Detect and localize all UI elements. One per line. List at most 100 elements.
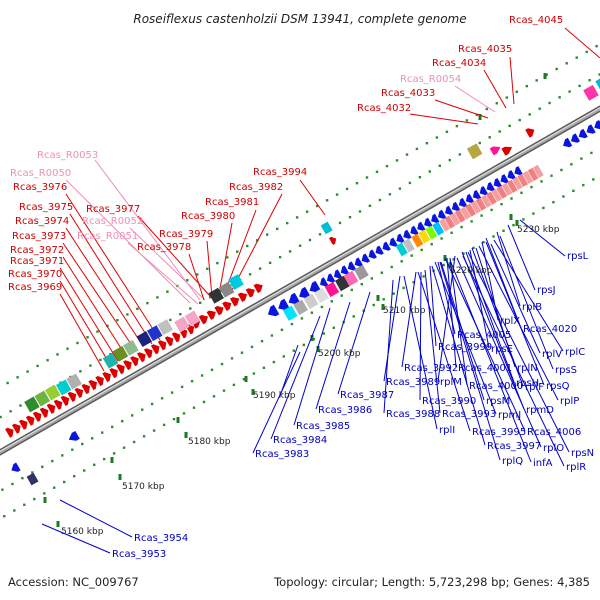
- leader-line: [59, 499, 133, 538]
- gene-label: rpmD: [526, 405, 554, 416]
- tick-label: 5180 kbp: [188, 437, 231, 447]
- gene-arrow: [431, 213, 440, 223]
- gene-block: [136, 331, 152, 347]
- gene-arrow: [389, 237, 398, 247]
- gene-label: Rcas_3970: [8, 269, 62, 280]
- gene-arrow: [361, 253, 370, 263]
- major-tick: [376, 295, 380, 301]
- leader-line: [419, 271, 422, 401]
- gene-arrow: [424, 217, 433, 227]
- gene-label: Rcas_4035: [458, 44, 512, 55]
- tick-dot-tracks: [0, 45, 600, 527]
- tick-dot: [498, 130, 501, 133]
- tick-dot: [53, 486, 56, 489]
- tick-dot: [246, 244, 249, 248]
- gene-label: Rcas_3992: [404, 363, 458, 374]
- tick-dot: [122, 446, 126, 449]
- gene-block: [282, 305, 298, 321]
- tick-dot: [405, 153, 409, 156]
- tick-dot: [380, 271, 383, 274]
- gene-label: Rcas_3983: [255, 449, 309, 460]
- tick-dot: [360, 283, 363, 286]
- tick-dot: [482, 241, 485, 244]
- gene-arrow: [563, 137, 573, 148]
- map-title: Roseiflexus castenholzii DSM 13941, comp…: [133, 12, 466, 26]
- gene-block: [320, 221, 333, 235]
- tick-dot: [252, 372, 256, 375]
- leader-line: [252, 351, 301, 454]
- gene-arrow: [25, 415, 35, 426]
- leader-line: [315, 301, 351, 410]
- gene-label: Rcas_3982: [229, 182, 283, 193]
- gene-block: [184, 310, 201, 327]
- tick-dot: [142, 435, 146, 438]
- tick-dot: [365, 176, 369, 179]
- gene-label: infA: [533, 458, 553, 469]
- gene-arrow: [130, 356, 139, 367]
- leader-line: [499, 235, 554, 370]
- accession-text: Accession: NC_009767: [8, 575, 139, 589]
- tick-dot: [410, 254, 413, 257]
- tick-dot: [388, 193, 392, 196]
- leader-line: [279, 344, 299, 397]
- tick-dot: [470, 220, 473, 223]
- tick-dot: [76, 341, 79, 345]
- leader-line: [62, 242, 136, 351]
- gene-arrow: [12, 423, 21, 434]
- gene-block: [324, 281, 340, 298]
- gene-block: [123, 340, 139, 356]
- tick-dot: [16, 376, 19, 379]
- tick-dot: [540, 180, 543, 183]
- tick-dot: [442, 263, 445, 267]
- tick-dot: [570, 163, 573, 166]
- tick-dot: [270, 334, 274, 337]
- gene-arrow: [417, 221, 426, 231]
- tick-dot: [192, 406, 196, 409]
- tick-dot: [36, 364, 39, 368]
- gene-label: Rcas_3984: [273, 435, 327, 446]
- gene-arrow: [403, 229, 412, 239]
- gene-arrow: [109, 368, 118, 379]
- leader-line: [59, 280, 112, 367]
- tick-dot: [212, 395, 216, 398]
- leader-line: [65, 193, 161, 341]
- tick-dot: [91, 437, 94, 440]
- gene-arrow: [102, 372, 111, 383]
- tick-dot: [19, 404, 22, 407]
- tick-dot: [345, 187, 349, 191]
- tick-dot: [61, 454, 64, 457]
- tick-dot: [452, 258, 455, 261]
- gene-arrow: [445, 205, 454, 215]
- tick-dot: [222, 389, 226, 392]
- tick-dot: [552, 201, 555, 204]
- tick-dot: [236, 250, 239, 253]
- tick-dot: [515, 90, 518, 93]
- gene-arrow: [578, 128, 588, 139]
- tick-dot: [545, 73, 548, 76]
- gene-label: Rcas_R0051: [77, 231, 138, 242]
- gene-block: [24, 396, 40, 413]
- gene-block: [444, 215, 456, 229]
- leader-line: [446, 257, 457, 368]
- tick-dot: [242, 378, 246, 381]
- tick-dot: [172, 418, 176, 421]
- tick-dot: [535, 79, 538, 82]
- tick-dot: [189, 307, 192, 310]
- tick-dot: [0, 415, 2, 419]
- leader-line: [469, 249, 490, 349]
- tick-dot: [408, 181, 412, 185]
- gene-arrow: [458, 197, 468, 208]
- gene-label: rplC: [565, 347, 585, 358]
- leader-line: [59, 293, 105, 372]
- tick-dot: [248, 273, 252, 276]
- gene-arrow: [237, 292, 247, 302]
- tick-dot: [262, 366, 266, 369]
- gene-arrow: [354, 257, 363, 267]
- gene-arrow: [222, 301, 232, 311]
- leader-line: [439, 261, 501, 461]
- leader-line: [434, 99, 489, 119]
- gene-block: [454, 209, 466, 223]
- tick-dot: [111, 425, 114, 429]
- tick-dot: [230, 357, 234, 360]
- tick-dot: [51, 459, 54, 463]
